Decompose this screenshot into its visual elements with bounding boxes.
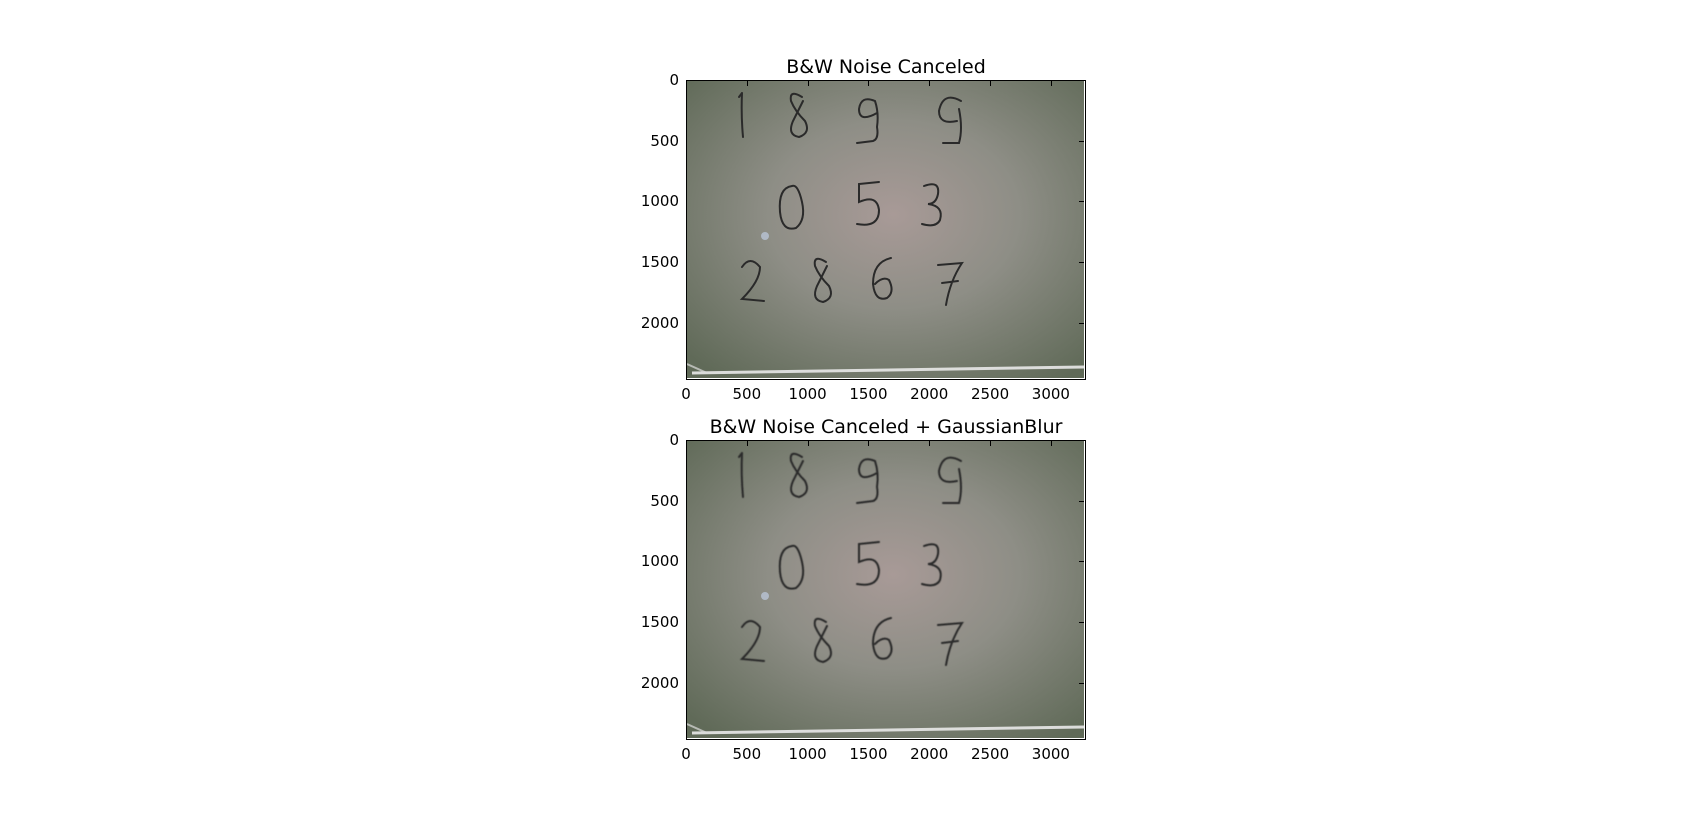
- y-tick-mark: [1079, 201, 1084, 202]
- whiteboard-photo: [687, 81, 1084, 378]
- panel-title: B&W Noise Canceled: [686, 56, 1086, 78]
- y-tick-label: 1500: [641, 613, 679, 631]
- x-tick-label: 2500: [960, 745, 1020, 763]
- y-tick-mark: [1079, 141, 1084, 142]
- x-tick-mark: [990, 81, 991, 86]
- x-tick-mark: [990, 441, 991, 446]
- y-tick-label: 500: [650, 132, 679, 150]
- x-tick-mark: [868, 441, 869, 446]
- x-tick-label: 2000: [899, 745, 959, 763]
- y-tick-label: 2000: [641, 674, 679, 692]
- x-tick-label: 1000: [778, 745, 838, 763]
- image-axes: [686, 440, 1086, 740]
- y-tick-mark: [1079, 683, 1084, 684]
- x-tick-mark: [929, 441, 930, 446]
- y-tick-label: 1000: [641, 192, 679, 210]
- y-tick-label: 1000: [641, 552, 679, 570]
- x-tick-mark: [929, 81, 930, 86]
- x-tick-mark: [1051, 441, 1052, 446]
- y-tick-label: 2000: [641, 314, 679, 332]
- y-tick-label: 1500: [641, 253, 679, 271]
- y-tick-mark: [1079, 622, 1084, 623]
- y-tick-mark: [1079, 561, 1084, 562]
- x-tick-mark: [747, 441, 748, 446]
- x-tick-mark: [868, 81, 869, 86]
- image-panel-bottom: B&W Noise Canceled + GaussianBlur 0 500 10…: [0, 360, 1707, 740]
- y-tick-label: 500: [650, 492, 679, 510]
- image-panel-top: B&W Noise Canceled 0 500 1000 1500 2000 0 500…: [0, 0, 1707, 380]
- y-tick-mark: [1079, 501, 1084, 502]
- x-tick-label: 3000: [1021, 745, 1081, 763]
- x-tick-mark: [747, 81, 748, 86]
- x-tick-mark: [808, 81, 809, 86]
- x-tick-mark: [808, 441, 809, 446]
- x-tick-mark: [686, 81, 687, 86]
- y-tick-label: 0: [669, 431, 679, 449]
- y-tick-mark: [1079, 323, 1084, 324]
- y-tick-mark: [1079, 262, 1084, 263]
- x-tick-mark: [686, 441, 687, 446]
- y-tick-mark: [1079, 80, 1084, 81]
- x-tick-mark: [1051, 81, 1052, 86]
- x-tick-label: 500: [717, 745, 777, 763]
- y-tick-label: 0: [669, 71, 679, 89]
- y-tick-mark: [1079, 440, 1084, 441]
- panel-title: B&W Noise Canceled + GaussianBlur: [686, 416, 1086, 438]
- image-axes: [686, 80, 1086, 380]
- whiteboard-photo-blurred: [687, 441, 1084, 738]
- x-tick-label: 0: [656, 745, 716, 763]
- x-tick-label: 1500: [838, 745, 898, 763]
